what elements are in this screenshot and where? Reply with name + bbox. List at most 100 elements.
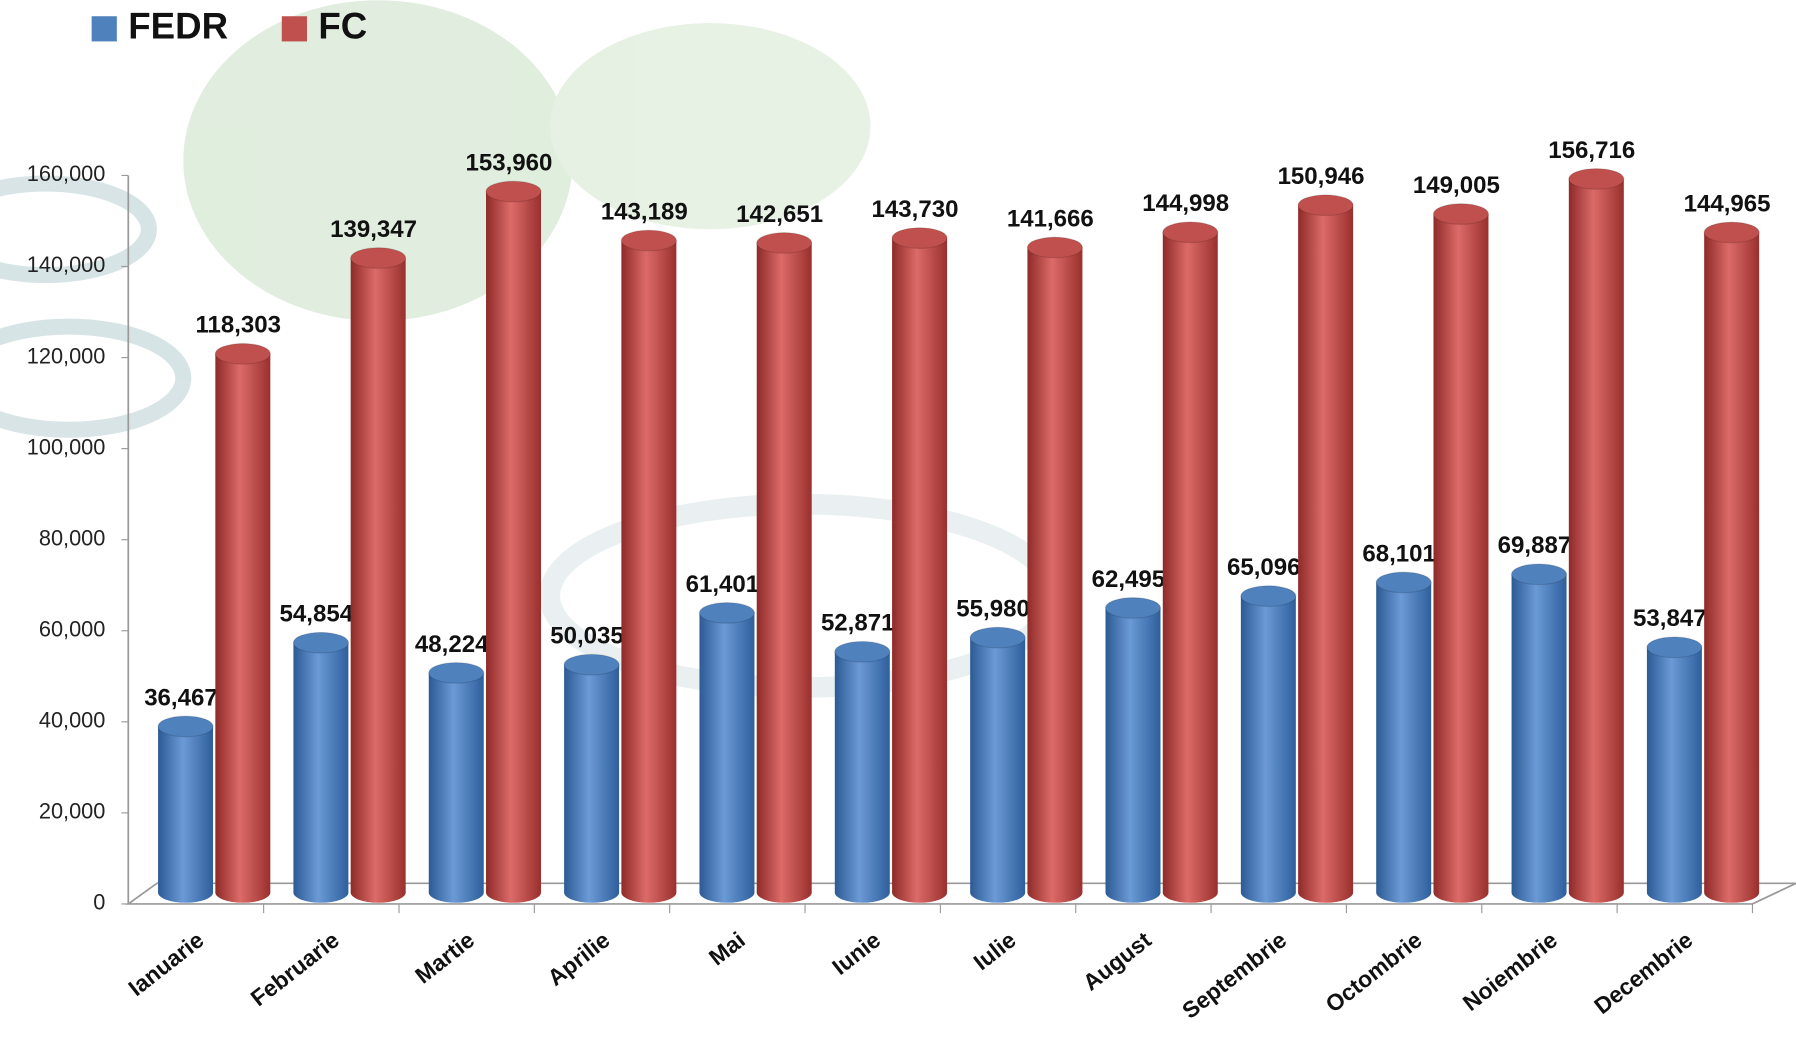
bar-top: [970, 627, 1025, 648]
bar-top: [1163, 222, 1218, 243]
bar-top: [1106, 598, 1161, 619]
bar-top: [1647, 637, 1702, 658]
value-label: 144,998: [1142, 190, 1229, 217]
legend-swatch: [92, 16, 117, 41]
x-tick-label: Septembrie: [1177, 927, 1291, 1024]
bar: [1163, 232, 1218, 892]
bar-bottom: [564, 882, 619, 903]
bar-top: [892, 228, 947, 249]
bar-top: [1433, 204, 1488, 225]
bar-bottom: [429, 882, 484, 903]
bar: [564, 665, 619, 893]
bar: [757, 243, 812, 892]
bar-bottom: [621, 882, 676, 903]
bar-top: [835, 641, 890, 662]
bar-bottom: [486, 882, 541, 903]
x-tick-label: Iunie: [827, 927, 885, 980]
value-label: 69,887: [1498, 532, 1572, 559]
bar: [1241, 596, 1296, 892]
bar: [1569, 179, 1624, 893]
y-tick-label: 0: [93, 890, 105, 915]
bar-top: [215, 344, 270, 365]
bar-top: [158, 716, 213, 737]
bar-top: [1027, 237, 1082, 258]
bar-top: [1376, 572, 1431, 593]
y-tick-label: 140,000: [27, 252, 106, 277]
bar-bottom: [757, 882, 812, 903]
y-tick-label: 80,000: [39, 525, 106, 550]
bar-top: [429, 663, 484, 684]
bar-bottom: [1647, 882, 1702, 903]
x-tick-label: Octombrie: [1320, 927, 1426, 1018]
x-tick-label: Ianuarie: [123, 927, 208, 1002]
bar-bottom: [1027, 882, 1082, 903]
bar-bottom: [215, 882, 270, 903]
bar: [699, 613, 754, 893]
value-label: 65,096: [1227, 554, 1301, 581]
bar-top: [293, 632, 348, 653]
legend-label: FC: [318, 6, 367, 47]
y-tick-label: 100,000: [27, 434, 106, 459]
bar: [158, 726, 213, 892]
bar: [293, 643, 348, 893]
x-tick-label: Martie: [410, 927, 479, 989]
bar: [1647, 647, 1702, 892]
bar-bottom: [835, 882, 890, 903]
x-tick-label: Aprilie: [542, 927, 614, 991]
bar: [1376, 582, 1431, 892]
bar: [1106, 608, 1161, 893]
bar-bottom: [351, 882, 406, 903]
bar-top: [351, 248, 406, 269]
bar-top: [1298, 195, 1353, 216]
bar-bottom: [1512, 882, 1567, 903]
value-label: 53,847: [1633, 605, 1707, 632]
bar: [970, 638, 1025, 893]
x-tick-label: Mai: [704, 927, 750, 971]
legend-swatch: [282, 16, 307, 41]
bar-top: [564, 654, 619, 675]
bar: [1298, 205, 1353, 892]
value-label: 48,224: [415, 631, 489, 658]
value-label: 118,303: [195, 312, 281, 339]
value-label: 36,467: [144, 684, 218, 711]
bar-bottom: [158, 882, 213, 903]
bar-bottom: [1704, 882, 1759, 903]
bar: [429, 673, 484, 893]
bar-bottom: [1163, 882, 1218, 903]
chart: FEDR FC 020,00040,00060,00080,000100,000…: [0, 0, 1796, 1037]
bar: [1512, 574, 1567, 892]
y-tick-label: 60,000: [39, 617, 106, 642]
value-label: 139,347: [330, 216, 417, 243]
bar-top: [1569, 169, 1624, 190]
value-label: 156,716: [1548, 137, 1635, 164]
x-tick-label: Decembrie: [1589, 927, 1697, 1020]
value-label: 54,854: [280, 601, 354, 628]
value-label: 50,035: [550, 623, 624, 650]
value-label: 143,189: [601, 198, 688, 225]
value-label: 52,871: [821, 610, 895, 637]
value-label: 55,980: [956, 595, 1030, 622]
bar: [835, 652, 890, 893]
bar: [1433, 214, 1488, 892]
bar-bottom: [699, 882, 754, 903]
value-label: 62,495: [1092, 566, 1166, 593]
value-label: 144,965: [1684, 190, 1771, 217]
bar-bottom: [1241, 882, 1296, 903]
value-label: 68,101: [1362, 540, 1436, 567]
bar: [621, 241, 676, 893]
x-tick-label: Noiembrie: [1458, 927, 1562, 1016]
y-tick-label: 120,000: [27, 343, 106, 368]
bar: [351, 258, 406, 892]
bar-top: [1704, 222, 1759, 243]
bar-bottom: [1106, 882, 1161, 903]
bar-bottom: [970, 882, 1025, 903]
bar: [486, 191, 541, 892]
bar: [215, 354, 270, 893]
bar-bottom: [1433, 882, 1488, 903]
bar-top: [699, 603, 754, 624]
x-tick-label: Iulie: [968, 927, 1020, 976]
bar-bottom: [1298, 882, 1353, 903]
value-label: 153,960: [465, 149, 552, 176]
bar: [892, 238, 947, 892]
bar-bottom: [892, 882, 947, 903]
